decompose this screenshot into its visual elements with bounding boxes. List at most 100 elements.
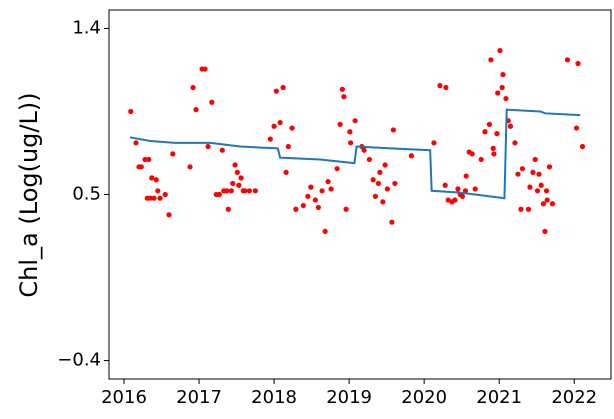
x-tick-label: 2016 [101,387,147,408]
data-point [277,119,283,126]
data-point [339,86,345,92]
data-point [532,156,538,163]
data-point [334,166,340,172]
data-point [273,88,279,94]
data-point [549,201,556,207]
data-point [546,164,553,170]
data-point [462,188,469,194]
y-axis-label: Chl_a (Log(ug/L)) [15,92,43,297]
y-tick-label: −0.4 [57,350,101,371]
data-point [573,125,580,131]
data-point [285,143,291,150]
data-point [463,173,469,179]
data-point [544,197,550,203]
data-point [162,191,168,198]
data-point [495,90,501,96]
data-point [232,162,238,168]
y-tick-label: 1.4 [72,17,101,38]
data-point [293,206,299,212]
data-point [512,140,518,146]
data-point [366,156,372,163]
data-point [252,188,258,194]
data-point [153,177,159,183]
data-point [312,197,318,203]
data-point [328,186,334,192]
data-point [202,66,208,72]
data-point [408,153,415,159]
data-point [494,131,500,137]
data-point [209,99,215,105]
data-point [230,180,236,187]
x-tick-label: 2017 [176,387,222,408]
data-point [542,228,548,234]
data-point [384,186,390,192]
data-point [478,156,484,163]
data-point [142,156,148,163]
data-point [170,151,176,157]
data-point [443,84,449,91]
y-tick-label: 0.5 [72,184,101,205]
data-point [527,184,533,190]
data-point [390,127,396,133]
data-point [271,123,277,129]
data-point [538,182,544,188]
data-point [564,57,571,63]
data-point [348,140,354,146]
x-tick-label: 2022 [551,387,597,408]
data-point [228,188,234,194]
data-point [151,195,157,201]
data-point [205,143,211,150]
data-point [219,147,225,153]
data-point [530,169,536,175]
data-point [375,180,381,187]
data-point [488,57,494,63]
data-point [146,156,152,163]
data-point [519,166,526,172]
data-point [500,71,506,78]
data-point [486,121,493,127]
data-point [392,180,398,187]
data-point [347,129,353,135]
data-point [534,188,541,194]
data-point [283,169,289,175]
data-point [469,151,475,157]
data-point [238,175,244,181]
data-point [382,162,388,168]
data-point [503,95,509,102]
data-point [128,108,134,115]
data-point [575,60,581,67]
data-point [300,202,306,209]
data-point [459,193,466,199]
data-point [236,182,242,188]
data-point [370,177,376,183]
data-point [472,186,478,192]
data-point [319,188,325,194]
data-point [325,178,331,185]
data-point [343,206,349,212]
data-point [289,125,295,131]
data-point [497,47,503,54]
data-point [341,94,347,100]
data-point [579,143,586,150]
data-point [187,164,193,170]
data-point [305,193,311,199]
data-point [455,186,461,192]
data-point [525,206,532,212]
data-point [361,147,367,153]
data-point [372,193,378,199]
data-point [234,169,240,175]
data-point [437,83,443,89]
data-point [515,171,521,177]
data-point [149,175,155,181]
data-point [138,164,144,170]
data-point [147,195,153,201]
data-point [246,188,252,194]
plot-frame [108,9,612,380]
data-point [224,188,230,194]
data-point [157,195,163,201]
x-tick-label: 2018 [251,387,297,408]
data-point [337,121,343,127]
data-point [133,140,139,146]
data-point [482,129,488,135]
